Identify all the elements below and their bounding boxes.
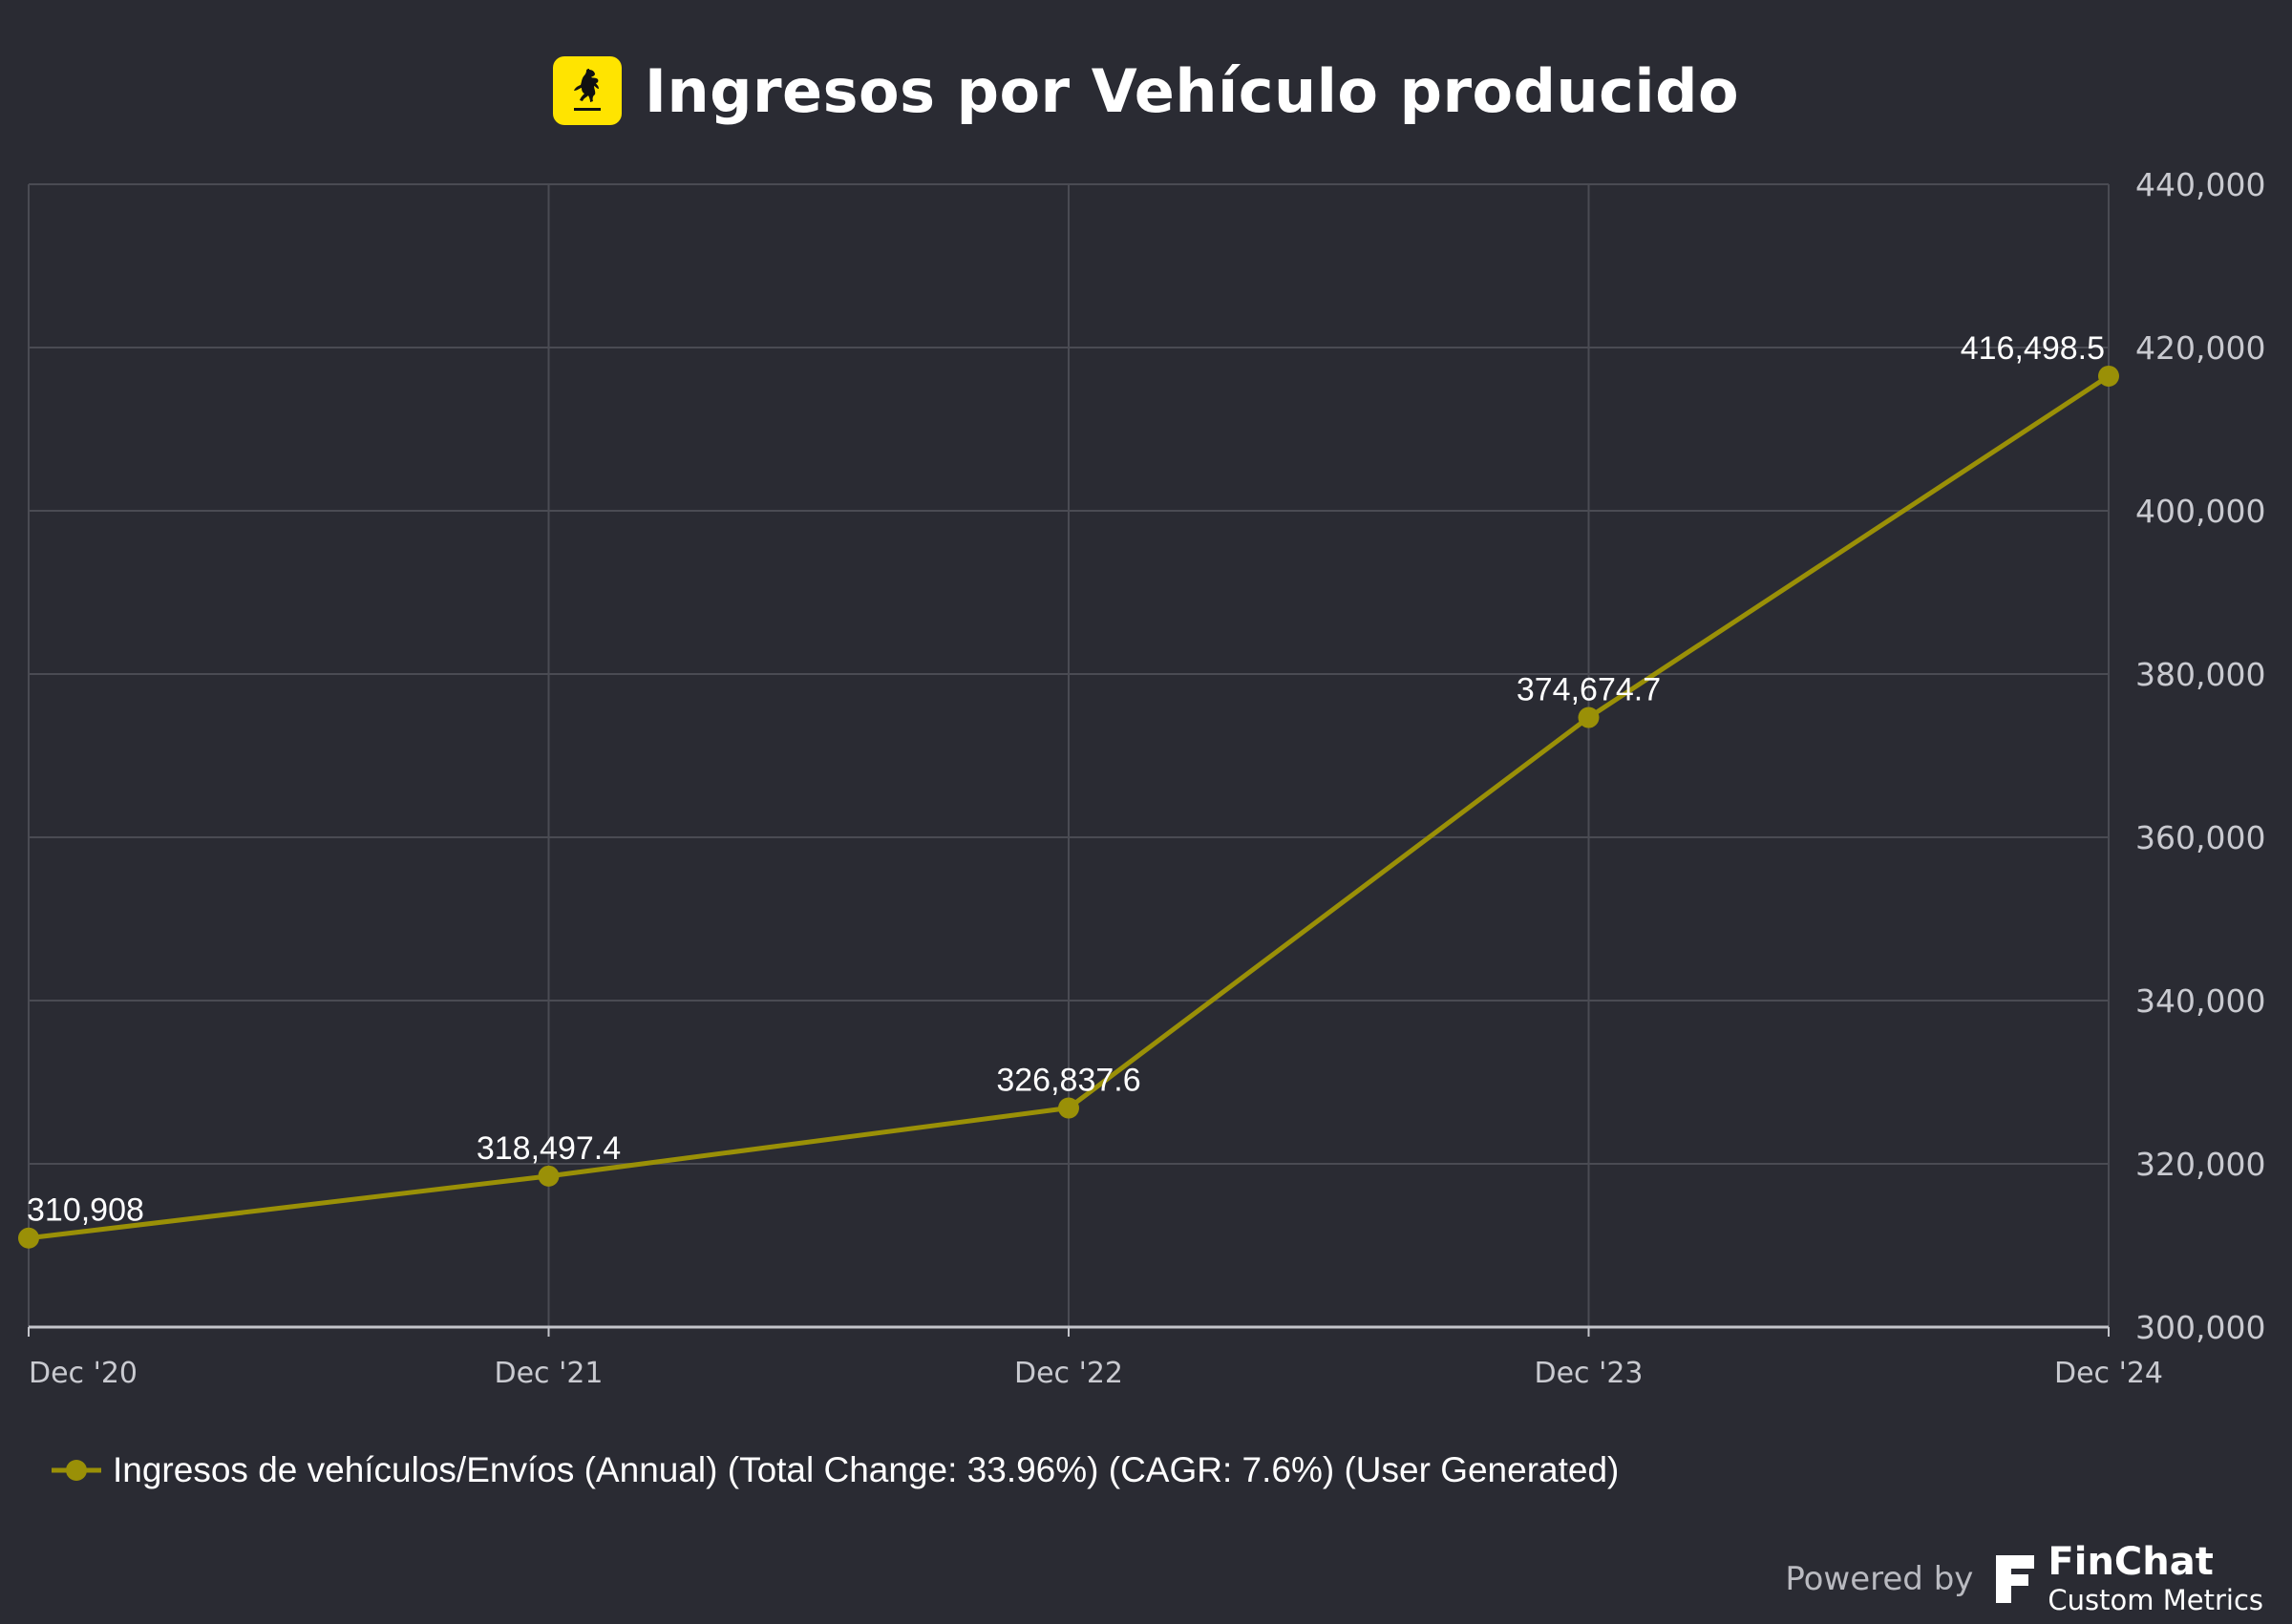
chart-header: Ingresos por Vehículo producido [0, 48, 2292, 134]
data-label: 326,837.6 [996, 1063, 1140, 1099]
legend-series-marker-icon [52, 1460, 101, 1481]
data-point [538, 1165, 560, 1187]
y-tick-label: 440,000 [2135, 166, 2265, 203]
x-tick-label: Dec '21 [494, 1357, 603, 1390]
x-tick-label: Dec '24 [2054, 1357, 2163, 1390]
y-tick-label: 420,000 [2135, 329, 2265, 367]
data-point [1578, 707, 1600, 728]
ferrari-logo-icon [552, 56, 622, 125]
legend-series-label: Ingresos de vehículos/Envíos (Annual) (T… [113, 1450, 1620, 1489]
y-tick-label: 400,000 [2135, 493, 2265, 530]
data-label: 416,498.5 [1961, 330, 2105, 367]
data-label: 374,674.7 [1517, 672, 1661, 708]
axis-layer: 300,000 320,000 340,000 360,000 380,000 400,0… [28, 166, 2265, 1390]
y-tick-label: 300,000 [2135, 1309, 2265, 1346]
data-point [1058, 1097, 1079, 1119]
finchat-name: FinChat [2048, 1540, 2214, 1584]
powered-by-footer[interactable]: Powered by FinChat Custom Metrics [1785, 1543, 2263, 1614]
chart-title: Ingresos por Vehículo producido [644, 55, 1740, 126]
data-point [18, 1227, 39, 1249]
prancing-horse-icon [573, 69, 601, 111]
data-label: 318,497.4 [477, 1130, 621, 1167]
data-label: 310,908 [27, 1192, 144, 1229]
finchat-brand: FinChat Custom Metrics [2048, 1543, 2263, 1614]
x-tick-label: Dec '22 [1014, 1357, 1123, 1390]
series-layer [18, 365, 2119, 1249]
y-tick-label: 360,000 [2135, 819, 2265, 856]
powered-by-text: Powered by [1785, 1559, 1974, 1598]
x-tick-label: Dec '20 [29, 1357, 138, 1390]
x-tick-label: Dec '23 [1534, 1357, 1643, 1390]
finchat-subtitle: Custom Metrics [2048, 1584, 2263, 1616]
y-tick-label: 380,000 [2135, 656, 2265, 693]
y-tick-label: 340,000 [2135, 982, 2265, 1020]
data-label-layer: 310,908 318,497.4 326,837.6 374,674.7 416,49… [27, 330, 2105, 1229]
y-tick-label: 320,000 [2135, 1146, 2265, 1183]
grid-layer [28, 183, 2110, 1327]
data-point [2098, 365, 2119, 387]
legend[interactable]: Ingresos de vehículos/Envíos (Annual) (T… [50, 1445, 1619, 1495]
finchat-logo-icon [1996, 1554, 2035, 1603]
